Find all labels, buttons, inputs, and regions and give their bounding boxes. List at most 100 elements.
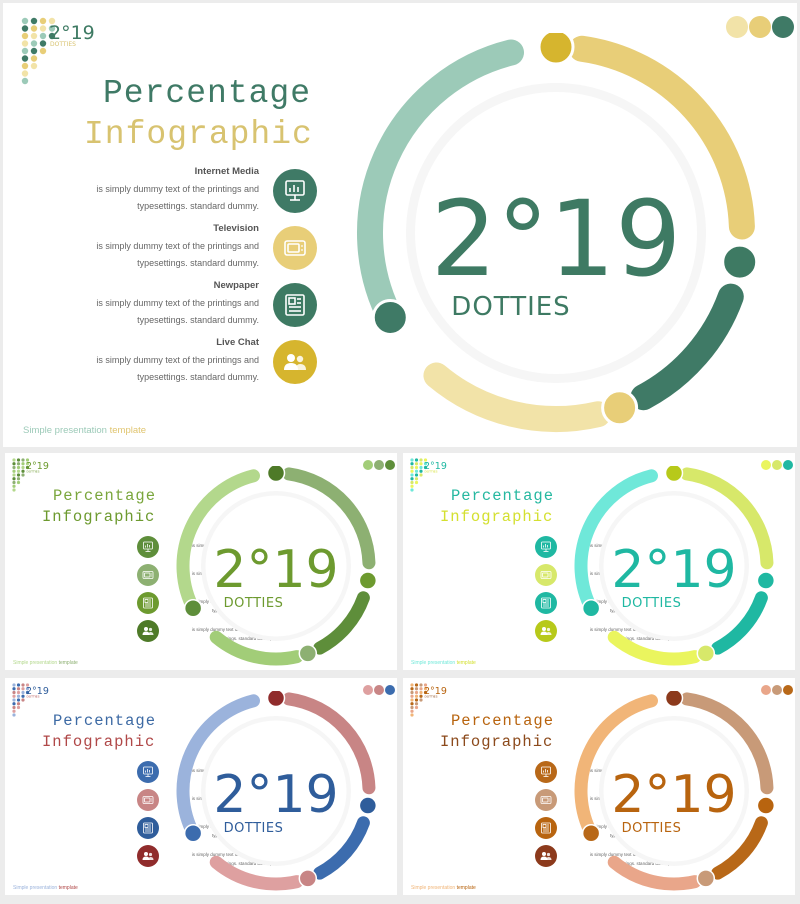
chat-icon <box>535 619 557 642</box>
entry-title: Live Chat <box>216 337 259 348</box>
television-icon <box>137 788 159 811</box>
footer-part-2: template <box>109 425 147 436</box>
ring-segment <box>176 694 260 842</box>
logo-number: 2°19 <box>26 686 49 697</box>
footer-part-2: template <box>456 660 476 666</box>
center-word: DOTTIES <box>622 821 682 836</box>
entry-text: typesettings. standard dummy. <box>137 201 259 212</box>
entry-text: is simply dummy text of the printings an… <box>96 354 259 365</box>
ring-dot <box>358 796 376 815</box>
footer-part-2: template <box>58 885 78 891</box>
ring-dot <box>358 571 376 590</box>
ring-dot <box>298 869 318 888</box>
ring-dot <box>266 466 286 483</box>
chat-icon <box>137 619 159 642</box>
entry-text: typesettings. standard dummy. <box>137 372 259 383</box>
header-dot <box>374 685 384 695</box>
ring-segment <box>423 362 611 432</box>
chat-icon <box>535 844 557 867</box>
header-dot <box>726 16 748 38</box>
logo-word: DOTTIES <box>425 470 438 474</box>
logo-number: 2°19 <box>424 686 447 697</box>
center-word: DOTTIES <box>451 292 570 322</box>
logo-word: DOTTIES <box>50 41 76 48</box>
footer: Simple presentation template <box>411 660 476 666</box>
ring-segment <box>711 591 768 655</box>
ring-dot <box>298 644 318 663</box>
entry-text: typesettings. standard dummy. <box>137 315 259 326</box>
entry-text: is simply dummy text of the printings an… <box>96 183 259 194</box>
header-dot <box>783 685 793 695</box>
ring-dot <box>721 243 756 281</box>
header-dots <box>761 460 793 470</box>
chart-icon <box>535 535 557 558</box>
ring-segment <box>680 467 774 570</box>
chart-icon <box>137 535 159 558</box>
ring-center <box>205 720 347 862</box>
title-line-2: Infographic <box>84 116 313 153</box>
ring-center <box>603 495 745 637</box>
ring-dot <box>664 691 684 708</box>
television-icon <box>273 226 317 271</box>
ring-segment <box>282 692 376 795</box>
title-line-1: Percentage <box>103 75 312 112</box>
title-line-1: Percentage <box>451 712 555 730</box>
chart-icon <box>535 760 557 783</box>
chat-icon <box>273 340 317 385</box>
entry-text: is simply dummy text of the printings an… <box>589 852 671 858</box>
entry-title: Internet Media <box>194 166 259 177</box>
center-word: DOTTIES <box>224 821 284 836</box>
entry-text: is simply dummy text of the printings an… <box>96 297 259 308</box>
center-word: DOTTIES <box>224 596 284 611</box>
footer: Simple presentation template <box>411 885 476 891</box>
newspaper-icon <box>137 816 159 839</box>
main-slide: 2°19 DOTTIES Percentage Infographic Inter… <box>3 3 797 447</box>
chat-icon <box>137 844 159 867</box>
ring-segment <box>574 694 658 842</box>
ring-segment <box>209 630 304 666</box>
newspaper-icon <box>535 591 557 614</box>
header-dot <box>363 460 373 470</box>
header-dot <box>772 16 794 38</box>
header-dot <box>761 460 771 470</box>
title-line-1: Percentage <box>53 487 157 505</box>
ring-center <box>603 720 745 862</box>
center-number: 2°19 <box>431 178 682 300</box>
logo-number: 2°19 <box>424 461 447 472</box>
title-line-2: Infographic <box>42 733 156 751</box>
ring-dot <box>266 691 286 708</box>
chart-icon <box>273 169 317 214</box>
ring-dot <box>696 644 716 663</box>
ring-dot <box>183 598 203 618</box>
television-icon <box>137 563 159 586</box>
entry-text: is simply dummy text of the printings an… <box>96 240 259 251</box>
footer-part-1: Simple presentation <box>23 425 107 436</box>
logo-word: DOTTIES <box>27 695 40 699</box>
ring-segment <box>711 816 768 880</box>
ring-center <box>415 92 697 374</box>
ring-dot <box>601 389 639 427</box>
footer-part-1: Simple presentation <box>13 660 58 666</box>
television-icon <box>535 563 557 586</box>
ring-segment <box>630 283 744 411</box>
ring-segment <box>313 816 370 880</box>
header-dot <box>385 685 395 695</box>
ring-center <box>205 495 347 637</box>
entry-text: is simply dummy text of the printings an… <box>191 627 273 633</box>
ring-segment <box>680 692 774 795</box>
logo-word: DOTTIES <box>27 470 40 474</box>
center-number: 2°19 <box>611 540 736 600</box>
ring-dot <box>664 466 684 483</box>
title-line-1: Percentage <box>53 712 157 730</box>
title-line-2: Infographic <box>42 508 156 526</box>
ring-segment <box>357 39 524 334</box>
